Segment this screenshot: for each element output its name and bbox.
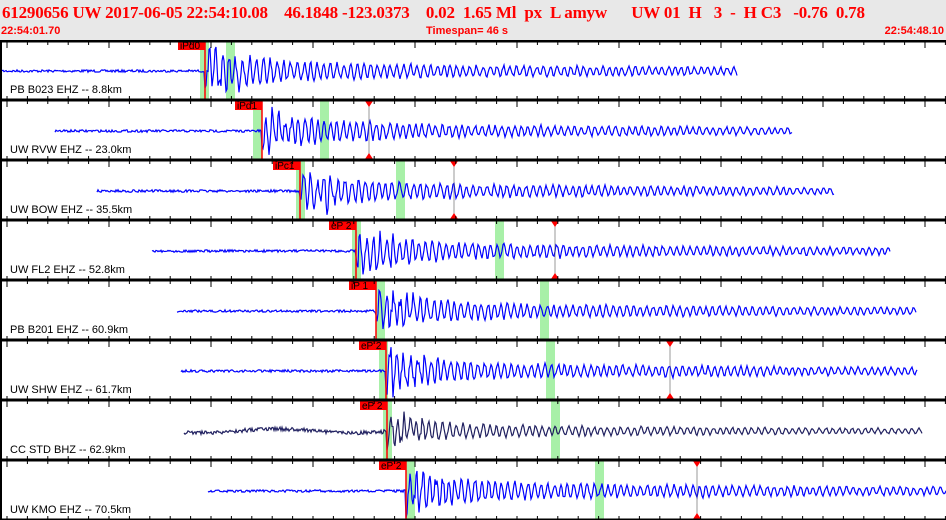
pick-flag [360, 400, 387, 410]
phase-window [320, 101, 329, 160]
s-marker-top-icon [666, 341, 674, 347]
pick-flag [178, 40, 205, 50]
pick-flag [349, 280, 376, 290]
station-label: UW FL2 EHZ -- 52.8km [10, 264, 125, 276]
s-marker-bottom-icon [365, 153, 373, 159]
s-marker-bottom-icon [450, 213, 458, 219]
pick-label: iPd1 [237, 101, 257, 112]
waveform-trace [207, 470, 946, 519]
phase-window [551, 401, 560, 460]
waveform-trace [54, 106, 793, 155]
pick-label: eP 2 [361, 341, 382, 352]
station-label: UW KMO EHZ -- 70.5km [10, 504, 132, 516]
event-val2: 0.78 [835, 3, 865, 22]
pick-label: iPd0 [180, 41, 200, 52]
waveform-trace [96, 172, 835, 215]
phase-window [406, 461, 415, 520]
station-label: PB B201 EHZ -- 60.9km [10, 324, 128, 336]
event-depth: 0.02 [425, 3, 455, 22]
pick-label: eP 2 [331, 221, 352, 232]
phase-window [540, 281, 549, 340]
event-datetime: 2017-06-05 22:54:10.08 [105, 3, 268, 22]
s-marker-top-icon [365, 101, 373, 107]
pick-flag [329, 220, 356, 230]
event-magnitude: 1.65 Ml [462, 3, 517, 22]
waveform-trace [176, 288, 917, 330]
station-label: PB B023 EHZ -- 8.8km [10, 84, 122, 96]
pick-flag [273, 160, 300, 170]
timespan: Timespan= 46 s [426, 25, 509, 37]
pick-flag [235, 100, 262, 110]
event-lat: 46.1848 [284, 3, 338, 22]
event-val1: -0.76 [793, 3, 828, 22]
waveform-trace [180, 347, 918, 398]
phase-window [495, 221, 504, 280]
phase-window [396, 161, 405, 220]
pick-label: eP 2 [362, 401, 383, 412]
event-network: UW [72, 3, 102, 22]
pick-flag [359, 340, 386, 350]
event-summary: 61290656 UW 2017-06-05 22:54:10.08 46.18… [2, 3, 865, 23]
s-marker-top-icon [693, 461, 701, 467]
phase-window [376, 281, 385, 340]
station-label: UW RVW EHZ -- 23.0km [10, 144, 132, 156]
station-label: CC STD BHZ -- 62.9km [10, 444, 126, 456]
pick-label: eP 2 [381, 461, 402, 472]
event-id: 61290656 [2, 3, 69, 22]
end-time: 22:54:48.10 [884, 25, 944, 37]
s-marker-bottom-icon [666, 393, 674, 399]
pick-label: iP 1 [351, 281, 368, 292]
event-source: UW 01 H 3 - H C3 [631, 3, 782, 22]
pick-flag [379, 460, 406, 470]
event-flags: px L amyw [524, 3, 607, 22]
event-lon: -123.0373 [341, 3, 410, 22]
pick-label: iPc1 [275, 161, 295, 172]
phase-window [546, 341, 555, 400]
s-marker-top-icon [551, 221, 559, 227]
waveform-trace [0, 46, 738, 94]
s-marker-bottom-icon [551, 273, 559, 279]
waveform-trace [151, 230, 891, 275]
event-header: 61290656 UW 2017-06-05 22:54:10.08 46.18… [0, 0, 946, 40]
seismogram-panel[interactable]: iPd0 iPd1 iPc1 eP 2 iP 1 eP 2 eP 2 eP 2 [0, 40, 946, 520]
s-marker-bottom-icon [693, 513, 701, 519]
s-marker-top-icon [450, 161, 458, 167]
start-time: 22:54:01.70 [1, 25, 61, 37]
waveform-trace [183, 411, 923, 451]
station-label: UW BOW EHZ -- 35.5km [10, 204, 133, 216]
station-label: UW SHW EHZ -- 61.7km [10, 384, 132, 396]
